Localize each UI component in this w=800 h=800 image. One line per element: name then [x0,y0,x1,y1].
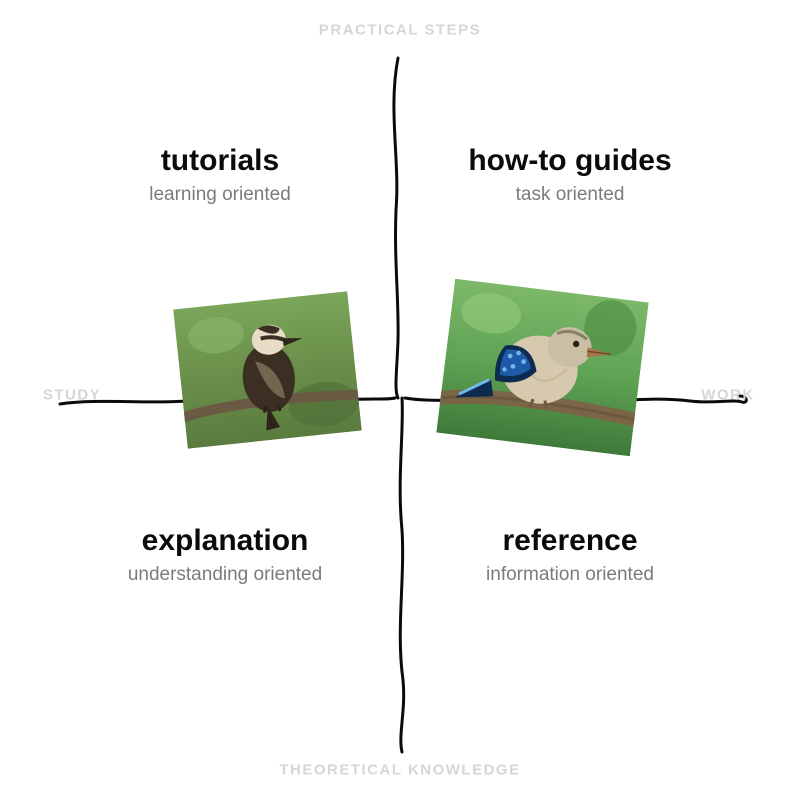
bird-photo-left [173,291,362,449]
quadrant-subtitle: understanding oriented [128,564,322,586]
quadrant-title: reference [486,524,654,558]
quadrant-subtitle: task oriented [468,184,671,206]
vertical-axis [394,58,404,752]
quadrant-howto: how-to guides task oriented [468,144,671,206]
quadrant-title: tutorials [149,144,291,178]
diagram-canvas: PRACTICAL STEPS THEORETICAL KNOWLEDGE ST… [0,0,800,800]
quadrant-tutorials: tutorials learning oriented [149,144,291,206]
quadrant-title: how-to guides [468,144,671,178]
quadrant-explanation: explanation understanding oriented [128,524,322,586]
quadrant-subtitle: learning oriented [149,184,291,206]
quadrant-title: explanation [128,524,322,558]
quadrant-reference: reference information oriented [486,524,654,586]
bird-photo-right [436,279,648,457]
axis-label-bottom: THEORETICAL KNOWLEDGE [279,762,520,779]
axes-svg [0,0,800,800]
axis-label-left: STUDY [43,387,101,404]
axis-label-top: PRACTICAL STEPS [319,22,481,39]
axis-label-right: WORK [701,387,755,404]
quadrant-subtitle: information oriented [486,564,654,586]
